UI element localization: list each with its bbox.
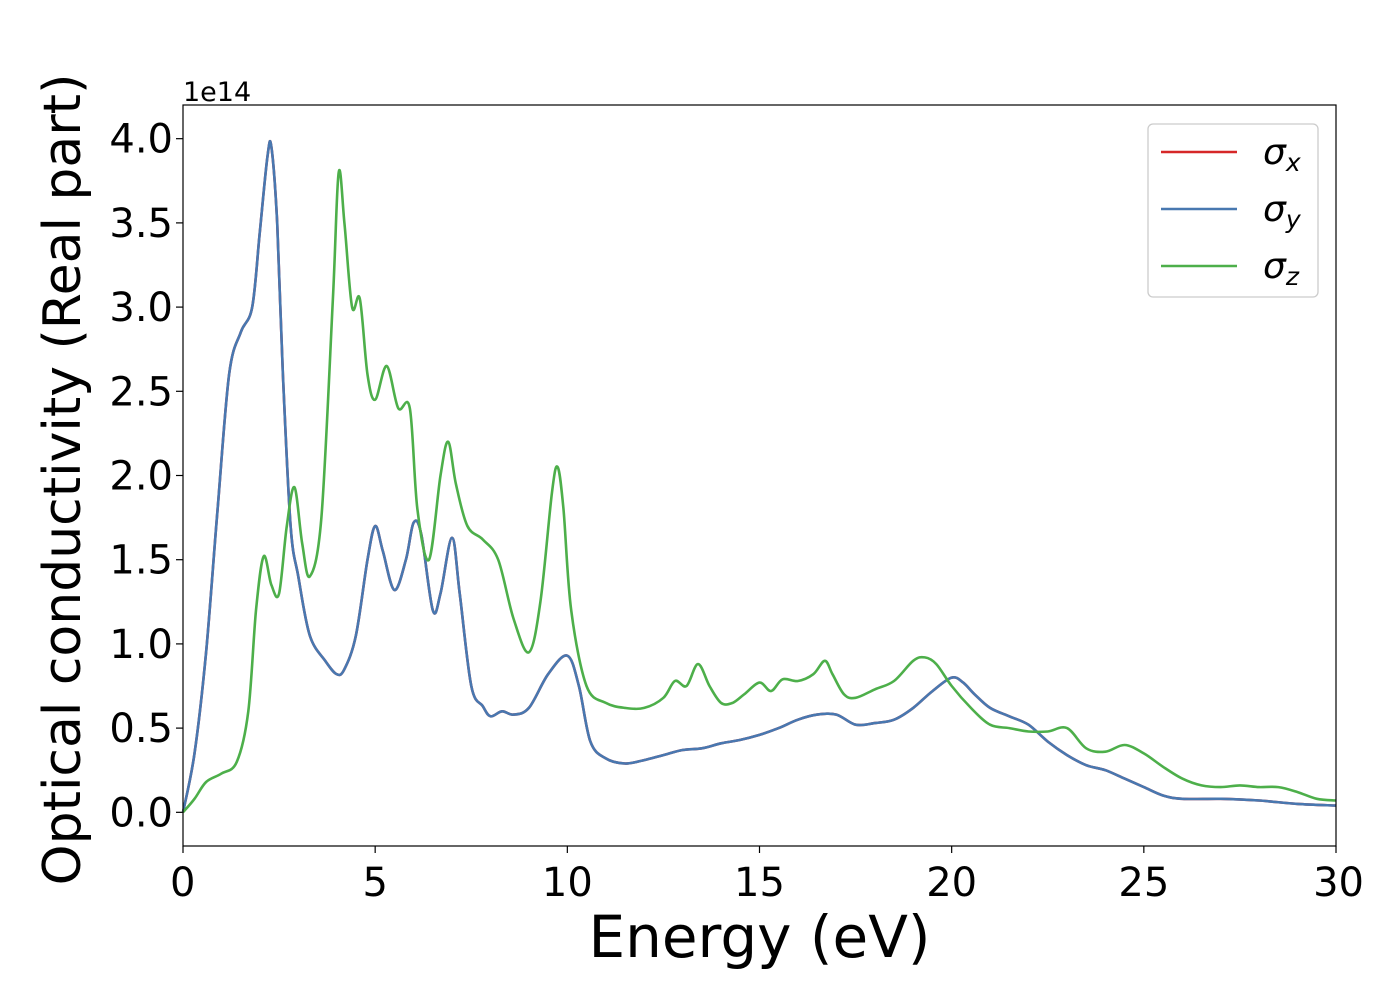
- y-tick-label: 0.5: [109, 706, 173, 752]
- y-tick-label: 1.5: [109, 538, 173, 584]
- legend-label-x: σx: [1263, 132, 1301, 177]
- y-tick-label: 0.0: [109, 790, 173, 836]
- x-axis-label: Energy (eV): [588, 903, 930, 971]
- series-line-z: [182, 168, 1337, 814]
- x-tick-label: 30: [1313, 860, 1364, 906]
- x-tick-label: 15: [734, 860, 785, 906]
- y-tick-label: 3.5: [109, 201, 173, 247]
- legend-box: [1147, 123, 1319, 298]
- y-offset-label: 1e14: [183, 77, 251, 108]
- x-tick-label: 5: [362, 860, 387, 906]
- legend-label-z: σz: [1263, 246, 1300, 291]
- x-tick-label: 25: [1118, 860, 1169, 906]
- series-line-y: [181, 139, 1337, 813]
- y-tick-label: 2.0: [109, 454, 173, 500]
- legend-label-y: σy: [1263, 189, 1302, 234]
- y-axis-label: Optical conductivity (Real part): [33, 74, 93, 886]
- axis-ticks: 0 5 10 15 20 25 30 0.0 0.5 1.0 1.5 2.0 2.5 3.0 3.5 4.0: [109, 117, 1364, 906]
- x-tick-label: 20: [926, 860, 977, 906]
- y-tick-label: 1.0: [109, 622, 173, 668]
- y-tick-label: 3.0: [109, 285, 173, 331]
- y-tick-label: 4.0: [109, 117, 173, 163]
- legend: σx σy σz: [1147, 123, 1319, 298]
- x-tick-label: 0: [170, 860, 195, 906]
- series-lines: [181, 139, 1337, 814]
- plot-frame: [182, 104, 1337, 847]
- x-tick-label: 10: [542, 860, 593, 906]
- y-tick-label: 2.5: [109, 369, 173, 415]
